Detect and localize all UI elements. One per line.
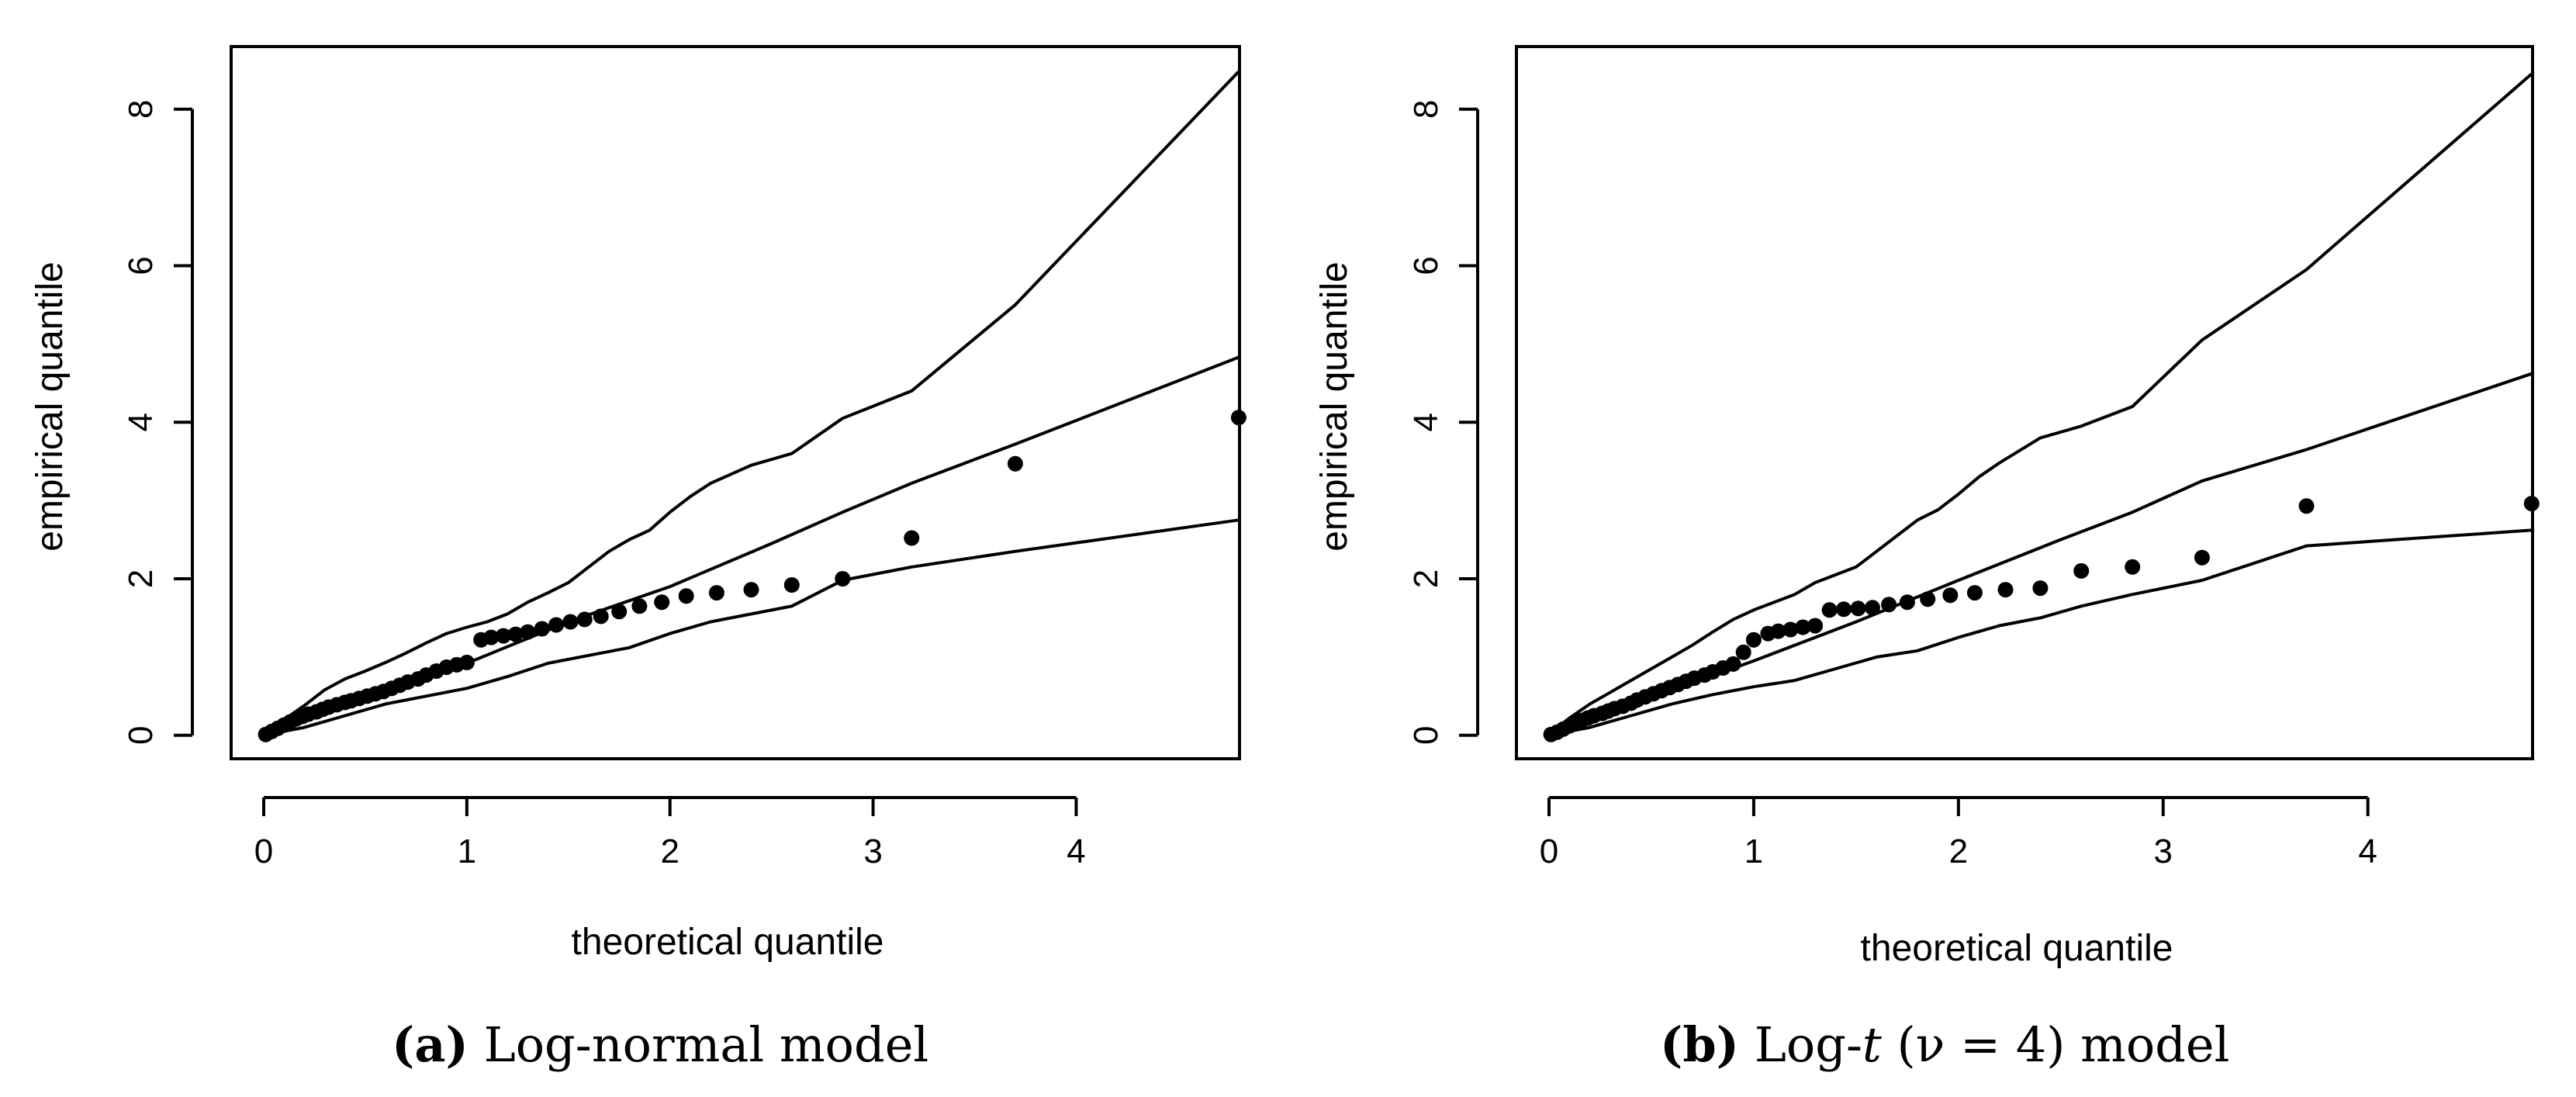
data-point: [1997, 582, 2014, 598]
data-point: [576, 611, 593, 628]
caption-a-tag: (a): [392, 1016, 469, 1073]
data-point: [631, 598, 648, 614]
data-point: [2073, 562, 2090, 579]
x-tick-label: 1: [458, 832, 476, 870]
series-line-upper-envelope: [1547, 72, 2533, 737]
series-line-lower-envelope: [263, 518, 1240, 737]
data-point: [1850, 600, 1866, 617]
caption-b-tag: (b): [1660, 1016, 1740, 1073]
panel-a: 0 1 2 3 4 0 2 4 6 8 theoretical quantile empirical …: [29, 45, 1247, 963]
data-point: [678, 588, 694, 604]
data-point: [496, 628, 511, 644]
caption-b: (b) Log-t (ν = 4) model: [1660, 1016, 2229, 1073]
x-tick-label: 0: [1540, 832, 1558, 870]
data-point: [2523, 496, 2540, 512]
data-point: [2032, 580, 2049, 597]
y-tick-label: 2: [1407, 569, 1445, 588]
x-tick-label: 2: [660, 832, 679, 870]
data-point: [520, 624, 536, 640]
y-axis-label: empirical quantile: [1314, 261, 1355, 552]
series-line-upper-envelope: [262, 70, 1240, 737]
data-point: [548, 617, 565, 633]
data-point: [743, 582, 759, 598]
data-point: [2298, 498, 2315, 514]
y-tick-label: 0: [1407, 725, 1445, 744]
data-point: [654, 594, 670, 611]
y-tick-label: 4: [122, 413, 160, 431]
caption-a-text: Log-normal model: [483, 1016, 929, 1073]
data-point: [534, 621, 550, 637]
x-tick-label: 4: [1067, 832, 1085, 870]
panel-b: 0 1 2 3 4 0 2 4 6 8 theoretical quantile empirical …: [1314, 45, 2540, 969]
data-point: [1821, 602, 1838, 618]
data-point: [708, 585, 724, 601]
data-point: [904, 530, 920, 546]
x-tick-label: 2: [1949, 832, 1968, 870]
data-point: [1735, 644, 1751, 660]
data-point: [1899, 594, 1915, 611]
data-point: [1230, 410, 1247, 426]
data-point: [1836, 601, 1852, 618]
data-point: [1920, 591, 1936, 607]
x-tick-label: 1: [1744, 832, 1763, 870]
caption-a: (a) Log-normal model: [392, 1016, 928, 1073]
x-tick-label: 4: [2358, 832, 2377, 870]
x-axis-label: theoretical quantile: [1861, 928, 2173, 969]
y-tick-label: 8: [1407, 99, 1445, 118]
data-point: [1770, 623, 1786, 639]
y-tick-label: 6: [1407, 256, 1445, 275]
data-point: [593, 608, 609, 625]
y-tick-label: 8: [122, 99, 160, 118]
data-point: [2125, 559, 2141, 575]
y-tick-label: 6: [122, 256, 160, 275]
data-point: [1865, 600, 1880, 616]
x-tick-label: 3: [2154, 832, 2173, 870]
data-point: [1795, 619, 1811, 635]
x-axis-label: theoretical quantile: [572, 922, 884, 963]
y-tick-label: 2: [122, 569, 160, 588]
data-point: [1007, 455, 1023, 472]
plot-frame: [230, 45, 1241, 760]
plot-frame: [1515, 45, 2534, 760]
caption-b-italic: t: [1862, 1016, 1882, 1073]
data-point: [1745, 632, 1762, 648]
y-tick-label: 0: [122, 725, 160, 744]
data-point: [507, 626, 524, 642]
y-tick-label: 4: [1407, 413, 1445, 431]
data-point: [1942, 587, 1959, 604]
data-point: [611, 604, 628, 620]
data-point: [1807, 618, 1824, 634]
data-point: [783, 577, 800, 593]
data-point: [483, 629, 500, 645]
data-point: [1782, 621, 1799, 638]
data-point: [458, 654, 475, 670]
data-point: [1881, 597, 1897, 613]
x-tick-label: 3: [863, 832, 882, 870]
caption-b-text-after: (ν = 4) model: [1881, 1016, 2230, 1073]
data-point: [2194, 549, 2210, 566]
x-tick-label: 0: [254, 832, 273, 870]
series-line-lower-envelope: [1548, 528, 2532, 737]
data-point: [835, 571, 851, 587]
data-point: [1966, 585, 1983, 601]
caption-b-text-before: Log-: [1754, 1016, 1862, 1073]
data-point: [562, 614, 579, 630]
y-axis-label: empirical quantile: [29, 261, 71, 552]
data-point: [1725, 656, 1741, 672]
